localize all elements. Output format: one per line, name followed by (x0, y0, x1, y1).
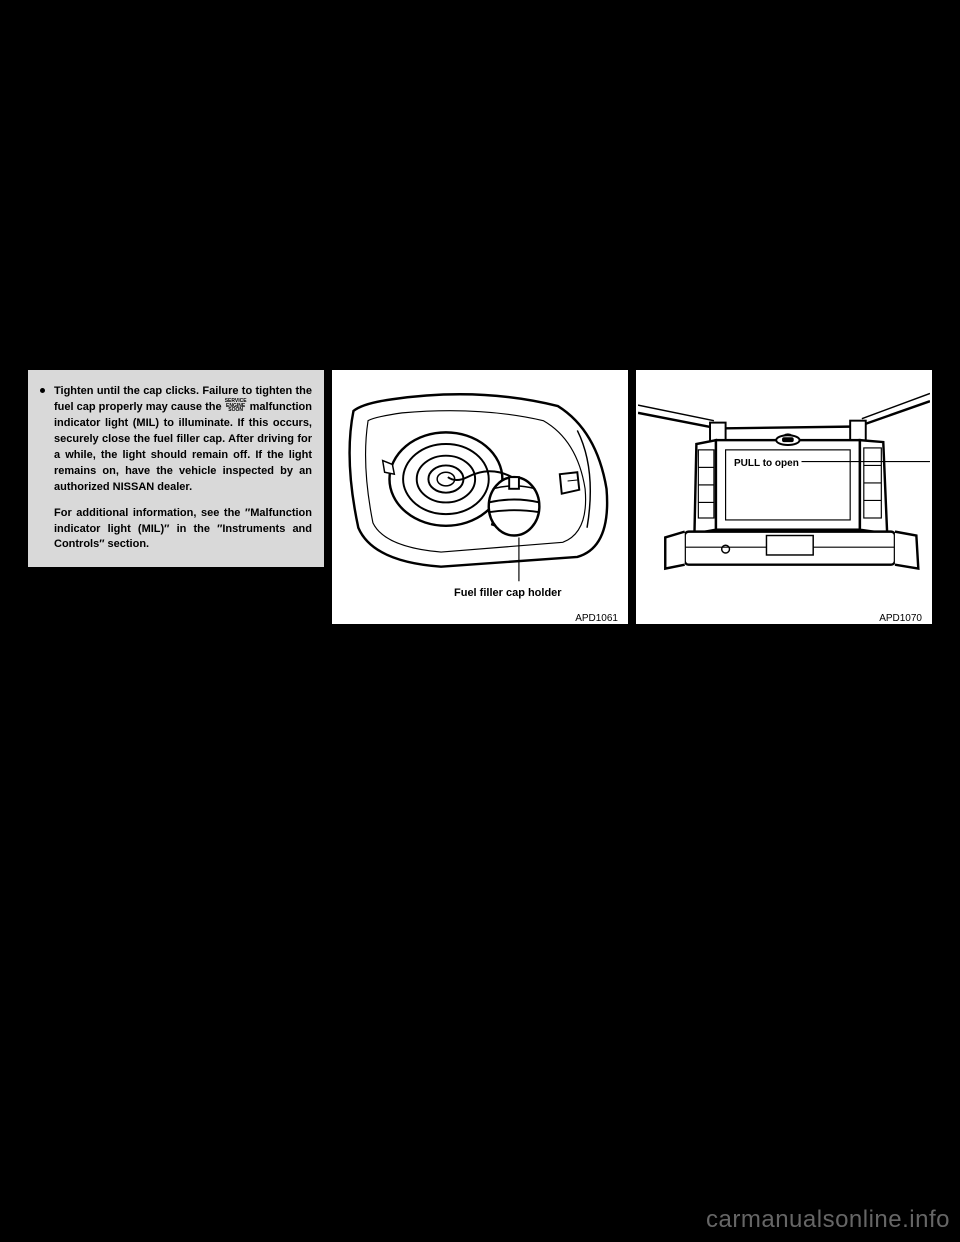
page-content: Tighten until the cap clicks. Failure to… (28, 370, 932, 624)
service-engine-soon-icon: SERVICEENGINESOON (225, 399, 247, 413)
bullet-dot (40, 384, 46, 496)
fuel-filler-illustration (334, 372, 626, 619)
bullet-item: Tighten until the cap clicks. Failure to… (40, 384, 312, 496)
caution-textbox: Tighten until the cap clicks. Failure to… (28, 370, 324, 567)
bullet-text-suffix: malfunction indica­tor light (MIL) to il… (54, 401, 312, 493)
pull-to-open-label: PULL to open (734, 458, 799, 469)
column-1: Tighten until the cap clicks. Failure to… (28, 370, 324, 624)
fuel-filler-caption: Fuel filler cap holder (454, 587, 562, 599)
watermark: carmanualsonline.info (706, 1206, 950, 1234)
figure-code: APD1070 (877, 613, 924, 624)
column-3: PULL to open APD1070 (636, 370, 932, 624)
figure-code: APD1061 (573, 613, 620, 624)
column-2: Fuel filler cap holder APD1061 (332, 370, 628, 624)
tailgate-illustration (638, 372, 930, 619)
additional-info-paragraph: For additional information, see the ″Mal… (54, 506, 312, 554)
fuel-filler-figure: Fuel filler cap holder APD1061 (332, 370, 628, 624)
tailgate-figure: PULL to open APD1070 (636, 370, 932, 624)
bullet-text: Tighten until the cap clicks. Failure to… (54, 384, 312, 496)
